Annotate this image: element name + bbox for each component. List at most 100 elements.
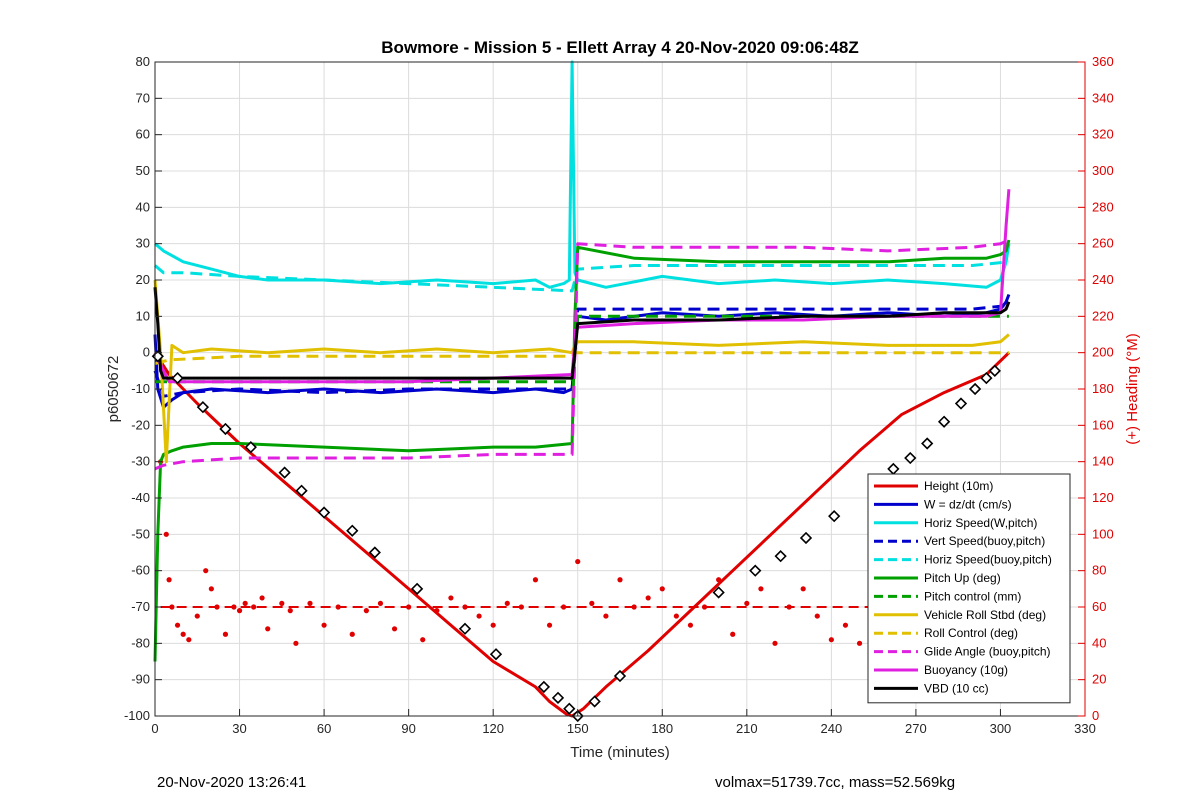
heading-point [546, 622, 553, 628]
series-line-5 [153, 239, 1011, 662]
heading-point [687, 622, 694, 628]
x-tick-label: 240 [821, 721, 843, 736]
heading-point [448, 595, 454, 601]
heading-point [828, 637, 834, 643]
x-tick-label: 120 [482, 721, 504, 736]
height-marker [196, 401, 210, 414]
heading-point [231, 604, 237, 610]
heading-point [561, 604, 567, 610]
series-line-7 [153, 279, 1010, 464]
legend-entry: Vert Speed(buoy,pitch) [924, 534, 1045, 548]
heading-point [772, 640, 778, 646]
heading-point [180, 631, 186, 637]
y-tick-label: -60 [131, 563, 150, 578]
heading-point [163, 531, 169, 537]
y-tick-label: 60 [136, 127, 150, 142]
height-marker [219, 422, 232, 436]
y2-tick-label: 340 [1092, 90, 1114, 105]
y-tick-label: -40 [131, 490, 150, 505]
y-tick-label: 70 [136, 90, 150, 105]
series-line-11 [153, 287, 1011, 380]
y2-tick-label: 0 [1092, 708, 1099, 723]
heading-point [307, 600, 313, 606]
heading-point [251, 604, 257, 610]
x-tick-label: 150 [567, 721, 589, 736]
y2-tick-label: 220 [1092, 308, 1114, 323]
heading-point [279, 600, 285, 606]
legend-entry: Roll Control (deg) [924, 626, 1018, 640]
heading-point [645, 595, 651, 601]
legend-entry: Pitch Up (deg) [924, 571, 1001, 585]
y2-tick-label: 260 [1092, 236, 1114, 251]
x-tick-label: 60 [317, 721, 331, 736]
height-marker [937, 415, 951, 428]
heading-point [377, 600, 384, 606]
y2-tick-label: 20 [1092, 672, 1106, 687]
heading-point [420, 637, 426, 643]
legend-entry: Pitch control (mm) [924, 589, 1021, 603]
heading-point [532, 577, 539, 583]
heading-point [659, 586, 665, 592]
heading-point [631, 604, 637, 610]
height-marker [171, 371, 184, 385]
heading-point [208, 586, 214, 592]
y-tick-label: -30 [131, 454, 150, 469]
height-marker [988, 364, 1001, 377]
height-marker [346, 524, 359, 537]
y2-tick-label: 100 [1092, 526, 1114, 541]
y-tick-label: -10 [131, 381, 150, 396]
x-tick-label: 180 [651, 721, 673, 736]
height-marker [828, 510, 841, 523]
heading-point [786, 604, 792, 610]
y2-tick-label: 120 [1092, 490, 1114, 505]
legend-entry: Horiz Speed(buoy,pitch) [924, 553, 1052, 567]
legend-entry: Glide Angle (buoy,pitch) [924, 645, 1051, 659]
y-tick-label: -100 [124, 708, 150, 723]
y-tick-label: -50 [131, 526, 150, 541]
heading-point [214, 604, 220, 610]
height-marker [968, 382, 982, 396]
heading-point [589, 600, 595, 606]
heading-point [169, 604, 175, 610]
y2-tick-label: 360 [1092, 54, 1114, 69]
y-tick-label: -80 [131, 635, 150, 650]
height-marker [489, 648, 503, 661]
legend-entry: Vehicle Roll Stbd (deg) [924, 608, 1046, 622]
x-axis-ticks: 0 30 60 90 120 150 180 210 240 270 300 330 [151, 709, 1096, 736]
height-marker [980, 371, 993, 385]
height-marker [799, 531, 813, 545]
y2-tick-label: 60 [1092, 599, 1106, 614]
heading-point [406, 604, 412, 610]
heading-point [203, 568, 209, 574]
heading-point [349, 631, 355, 637]
heading-point [814, 613, 820, 619]
heading-point [462, 604, 468, 610]
y-tick-label: -70 [131, 599, 150, 614]
legend-entry: Buoyancy (10g) [924, 663, 1008, 677]
y-tick-label: 10 [136, 308, 150, 323]
heading-point [758, 586, 764, 592]
heading-point [575, 558, 581, 565]
height-marker [278, 466, 291, 479]
heading-point [174, 622, 181, 628]
x-tick-label: 300 [990, 721, 1012, 736]
y2-tick-label: 180 [1092, 381, 1114, 396]
height-marker [563, 702, 576, 715]
y-tick-label: 40 [136, 199, 150, 214]
height-marker [613, 669, 627, 683]
y-axis-ticks: -100-90-80-70-60-50-40-30-20-10010203040… [124, 54, 162, 723]
y2-tick-label: 140 [1092, 454, 1114, 469]
height-marker [921, 437, 934, 450]
y2-tick-label: 300 [1092, 163, 1114, 178]
heading-point [236, 608, 243, 614]
heading-point [476, 613, 482, 619]
heading-point [259, 595, 265, 601]
heading-point [194, 613, 200, 619]
y-tick-label: -20 [131, 417, 150, 432]
heading-point [842, 622, 849, 628]
heading-point [518, 604, 524, 610]
height-marker [712, 586, 725, 599]
x-tick-label: 330 [1074, 721, 1096, 736]
